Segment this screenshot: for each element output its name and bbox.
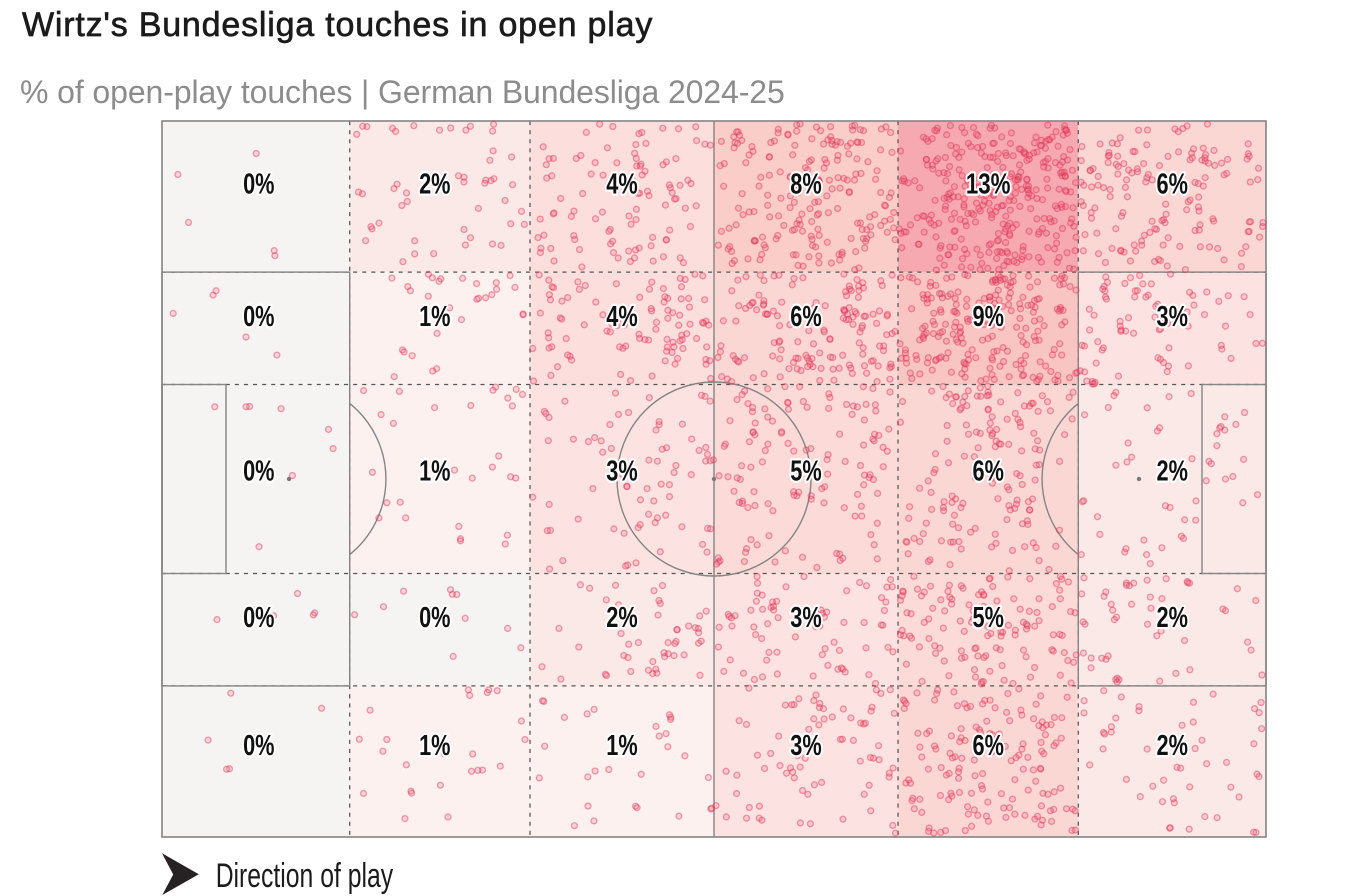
svg-text:0%: 0%: [243, 730, 275, 762]
svg-text:0%: 0%: [243, 602, 275, 634]
svg-text:9%: 9%: [973, 301, 1005, 333]
svg-text:3%: 3%: [1157, 301, 1189, 333]
svg-text:5%: 5%: [973, 602, 1005, 634]
svg-text:0%: 0%: [243, 456, 275, 488]
svg-text:0%: 0%: [243, 169, 275, 201]
svg-text:13%: 13%: [966, 169, 1011, 201]
svg-text:0%: 0%: [243, 301, 275, 333]
svg-text:Direction of play: Direction of play: [216, 857, 393, 895]
svg-text:1%: 1%: [419, 730, 451, 762]
svg-text:6%: 6%: [790, 301, 822, 333]
svg-text:3%: 3%: [790, 730, 822, 762]
svg-text:2%: 2%: [1157, 456, 1189, 488]
svg-text:4%: 4%: [606, 169, 638, 201]
svg-text:2%: 2%: [1157, 730, 1189, 762]
svg-text:6%: 6%: [973, 456, 1005, 488]
svg-text:1%: 1%: [606, 730, 638, 762]
svg-text:2%: 2%: [419, 169, 451, 201]
svg-text:3%: 3%: [606, 456, 638, 488]
svg-text:6%: 6%: [1157, 169, 1189, 201]
svg-text:6%: 6%: [973, 730, 1005, 762]
svg-text:2%: 2%: [606, 602, 638, 634]
svg-text:5%: 5%: [790, 456, 822, 488]
svg-text:4%: 4%: [606, 301, 638, 333]
svg-text:8%: 8%: [790, 169, 822, 201]
svg-text:0%: 0%: [419, 602, 451, 634]
svg-text:3%: 3%: [790, 602, 822, 634]
svg-text:1%: 1%: [419, 456, 451, 488]
svg-text:1%: 1%: [419, 301, 451, 333]
svg-text:2%: 2%: [1157, 602, 1189, 634]
